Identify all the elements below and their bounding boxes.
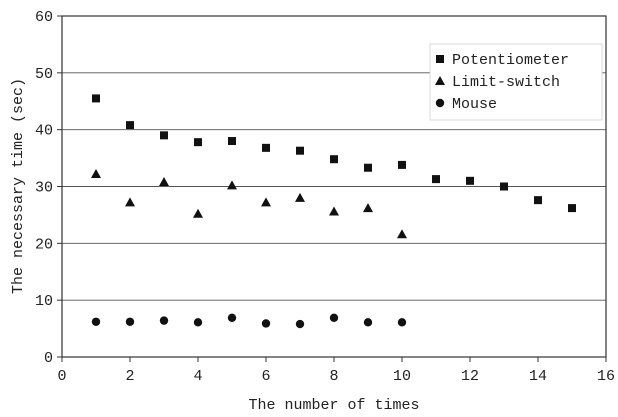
limit-switch-point	[397, 229, 407, 239]
potentiometer-point	[432, 175, 440, 184]
potentiometer-point	[500, 182, 508, 191]
legend: Potentiometer Limit-switch Mouse	[429, 43, 603, 121]
x-tick-label: 8	[329, 368, 338, 385]
legend-potentiometer-label: Potentiometer	[452, 52, 569, 69]
potentiometer-point	[568, 204, 576, 213]
potentiometer-point	[92, 94, 100, 103]
legend-limit-switch-label: Limit-switch	[452, 74, 560, 91]
x-tick-label: 12	[461, 368, 479, 385]
x-axis-title: The number of times	[248, 397, 419, 414]
limit-switch-point	[295, 192, 305, 202]
legend-mouse-marker	[435, 98, 445, 108]
mouse-point	[397, 318, 407, 327]
mouse-point	[91, 317, 101, 326]
mouse-point	[227, 313, 237, 322]
y-tick-label: 40	[35, 123, 53, 140]
potentiometer-point	[330, 155, 338, 164]
mouse-point	[329, 313, 339, 322]
limit-switch-point	[159, 176, 169, 186]
potentiometer-point	[398, 160, 406, 169]
y-tick-label: 20	[35, 236, 53, 253]
mouse-point	[261, 319, 271, 328]
y-tick-label: 10	[35, 293, 53, 310]
y-axis-ticks: 0 10 20 30 40 50 60	[35, 9, 62, 367]
legend-box	[429, 43, 603, 121]
x-tick-label: 0	[57, 368, 66, 385]
y-axis-title: The necessary time (sec)	[10, 78, 27, 294]
legend-potentiometer-marker	[436, 55, 444, 63]
potentiometer-point	[160, 131, 168, 140]
x-tick-label: 4	[193, 368, 202, 385]
data-marks	[91, 94, 576, 329]
limit-switch-point	[193, 208, 203, 218]
limit-switch-point	[91, 168, 101, 178]
mouse-point	[363, 318, 373, 327]
x-tick-label: 16	[597, 368, 615, 385]
potentiometer-point	[296, 146, 304, 155]
potentiometer-point	[194, 138, 202, 147]
y-tick-label: 60	[35, 9, 53, 26]
y-tick-label: 50	[35, 66, 53, 83]
limit-switch-point	[329, 206, 339, 216]
potentiometer-point	[364, 163, 372, 172]
x-tick-label: 6	[261, 368, 270, 385]
potentiometer-point	[262, 143, 270, 152]
potentiometer-point	[466, 176, 474, 185]
limit-switch-point	[125, 197, 135, 207]
mouse-point	[125, 317, 135, 326]
x-axis-ticks: 0 2 4 6 8 10 12 14 16	[57, 357, 615, 385]
potentiometer-point	[534, 196, 542, 205]
gridlines	[62, 72, 606, 301]
legend-mouse-label: Mouse	[452, 96, 497, 113]
mouse-point	[295, 319, 305, 329]
potentiometer-point	[228, 137, 236, 146]
legend-limit-switch-marker	[435, 76, 445, 85]
x-tick-label: 2	[125, 368, 134, 385]
limit-switch-point	[363, 203, 373, 213]
limit-switch-point	[227, 180, 237, 190]
limit-switch-point	[261, 197, 271, 207]
mouse-point	[193, 318, 203, 327]
x-tick-label: 14	[529, 368, 547, 385]
potentiometer-point	[126, 121, 134, 130]
mouse-point	[159, 316, 169, 325]
y-tick-label: 30	[35, 180, 53, 197]
x-tick-label: 10	[393, 368, 411, 385]
y-tick-label: 0	[44, 350, 53, 367]
